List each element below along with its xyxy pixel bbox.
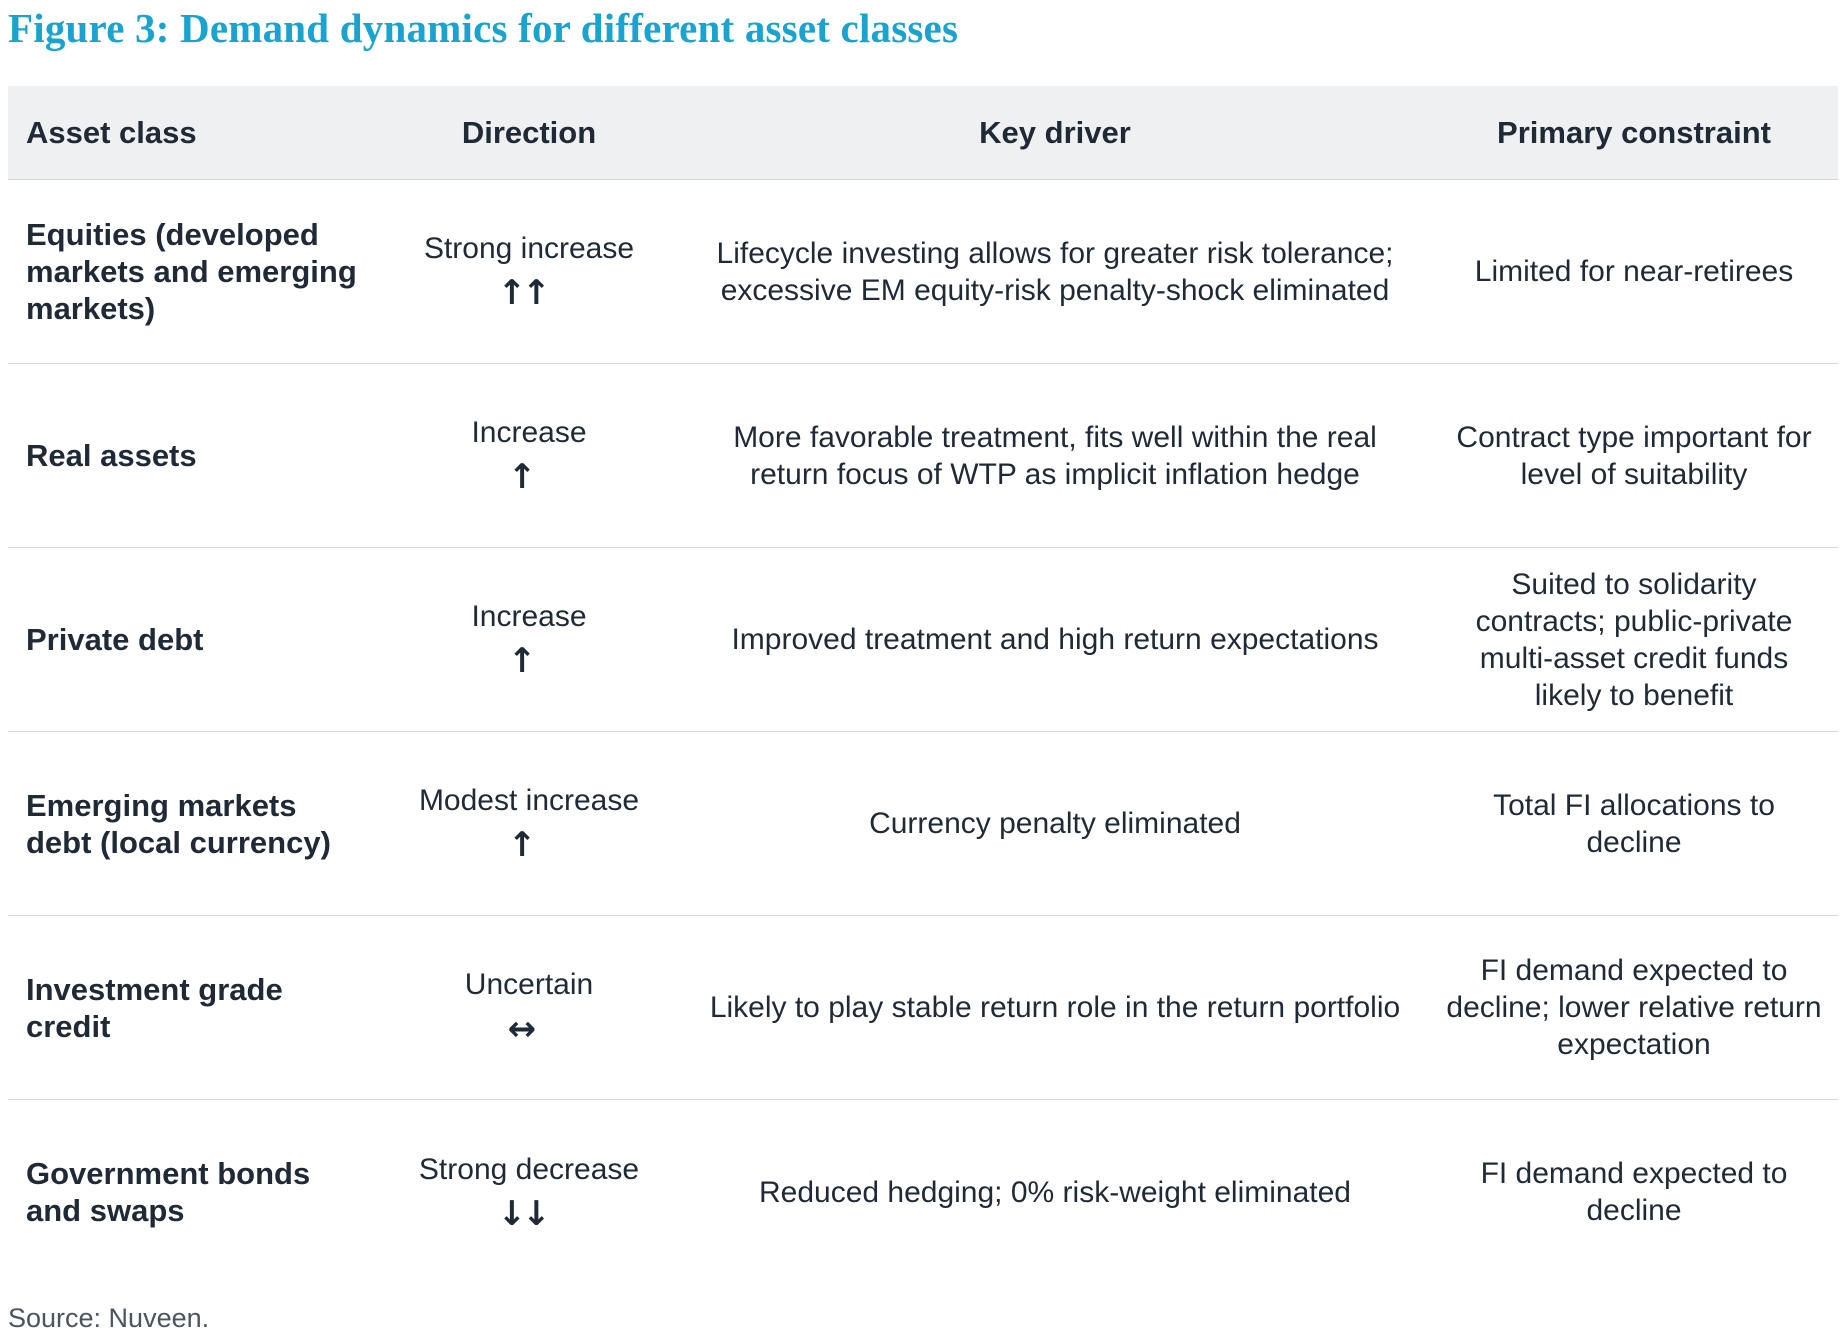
primary-constraint-cell: Contract type important for level of sui… xyxy=(1456,420,1812,491)
asset-class-cell: Emerging markets debt (local currency) xyxy=(26,787,331,860)
key-driver-cell: Improved treatment and high return expec… xyxy=(731,623,1379,656)
table-row: Real assets Increase ↑ More favorable tr… xyxy=(8,364,1838,548)
asset-class-cell: Government bonds and swaps xyxy=(26,1156,311,1228)
primary-constraint-cell: Suited to solidarity contracts; public-p… xyxy=(1475,567,1793,712)
primary-constraint-cell: FI demand expected to decline; lower rel… xyxy=(1446,954,1822,1061)
table-row: Private debt Increase ↑ Improved treatme… xyxy=(8,548,1838,732)
key-driver-cell: Currency penalty eliminated xyxy=(869,807,1241,840)
up-arrow-icon: ↑ xyxy=(507,825,537,865)
key-driver-cell: Lifecycle investing allows for greater r… xyxy=(716,236,1394,307)
direction-label: Modest increase xyxy=(418,784,640,817)
direction-cell: Strong decrease ↓↓ xyxy=(378,1151,680,1234)
asset-class-cell: Equities (developed markets and emerging… xyxy=(26,217,357,326)
primary-constraint-cell: Limited for near-retirees xyxy=(1474,255,1794,288)
left-right-arrow-icon: ↔ xyxy=(507,1009,537,1049)
direction-cell: Increase ↑ xyxy=(378,414,680,497)
direction-label: Strong decrease xyxy=(418,1152,640,1186)
primary-constraint-cell: FI demand expected to decline xyxy=(1480,1157,1788,1227)
table-row: Emerging markets debt (local currency) M… xyxy=(8,732,1838,916)
table-row: Equities (developed markets and emerging… xyxy=(8,180,1838,364)
double-up-arrow-icon: ↑↑ xyxy=(497,273,551,313)
source-note: Source: Nuveen. xyxy=(8,1303,210,1333)
direction-cell: Increase ↑ xyxy=(378,598,680,681)
table-row: Investment grade credit Uncertain ↔ Like… xyxy=(8,916,1838,1100)
asset-class-table: Asset class Direction Key driver Primary… xyxy=(8,86,1838,1284)
direction-cell: Uncertain ↔ xyxy=(378,966,680,1049)
double-down-arrow-icon: ↓↓ xyxy=(497,1193,551,1234)
header-asset-class: Asset class xyxy=(26,114,197,150)
asset-class-cell: Investment grade credit xyxy=(26,971,283,1044)
direction-cell: Strong increase ↑↑ xyxy=(378,230,680,313)
direction-label: Uncertain xyxy=(464,968,594,1001)
key-driver-cell: Reduced hedging; 0% risk-weight eliminat… xyxy=(758,1175,1351,1209)
asset-class-cell: Real assets xyxy=(26,438,197,473)
direction-cell: Modest increase ↑ xyxy=(378,782,680,865)
header-primary-constraint: Primary constraint xyxy=(1497,114,1771,150)
up-arrow-icon: ↑ xyxy=(507,641,537,681)
primary-constraint-cell: Total FI allocations to decline xyxy=(1493,788,1775,859)
key-driver-cell: More favorable treatment, fits well with… xyxy=(733,420,1377,491)
direction-label: Increase xyxy=(471,600,587,633)
direction-label: Increase xyxy=(471,416,587,449)
header-direction: Direction xyxy=(461,114,597,150)
figure-title: Figure 3: Demand dynamics for different … xyxy=(8,5,959,51)
table-header-row: Asset class Direction Key driver Primary… xyxy=(8,86,1838,180)
direction-label: Strong increase xyxy=(423,232,635,265)
key-driver-cell: Likely to play stable return role in the… xyxy=(709,991,1401,1024)
asset-class-cell: Private debt xyxy=(26,622,204,657)
up-arrow-icon: ↑ xyxy=(507,457,537,497)
header-key-driver: Key driver xyxy=(979,114,1131,150)
table-row: Government bonds and swaps Strong decrea… xyxy=(8,1100,1838,1284)
